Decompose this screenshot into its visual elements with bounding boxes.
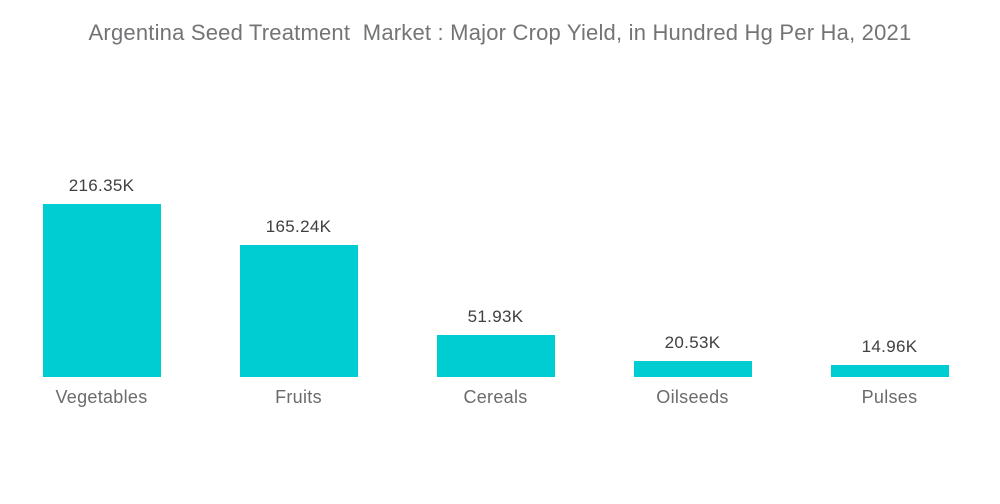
bar-category-label: Vegetables	[55, 387, 148, 407]
plot-area: 216.35K Vegetables 165.24K Fruits 51.93K Cere…	[3, 0, 988, 407]
bar-column: 14.96K Pulses	[791, 0, 988, 407]
bar-value-label: 216.35K	[68, 176, 135, 195]
bar-category-label: Pulses	[861, 387, 918, 407]
bar-value-label: 14.96K	[861, 337, 918, 356]
bar-category-label: Fruits	[275, 387, 322, 407]
bar-column: 165.24K Fruits	[200, 0, 397, 407]
bar-value-label: 51.93K	[467, 307, 524, 326]
bar-column: 51.93K Cereals	[397, 0, 594, 407]
bar	[239, 245, 358, 377]
bar-value-label: 165.24K	[265, 217, 332, 236]
bar	[42, 204, 161, 377]
bar-category-label: Oilseeds	[656, 387, 729, 407]
bar-column: 20.53K Oilseeds	[594, 0, 791, 407]
chart-title: Argentina Seed Treatment Market : Major …	[88, 20, 912, 45]
bar-value-label: 20.53K	[664, 333, 721, 352]
bar	[436, 335, 555, 377]
bar	[633, 361, 752, 377]
bar-column: 216.35K Vegetables	[3, 0, 200, 407]
bar	[830, 365, 949, 377]
bar-category-label: Cereals	[463, 387, 528, 407]
